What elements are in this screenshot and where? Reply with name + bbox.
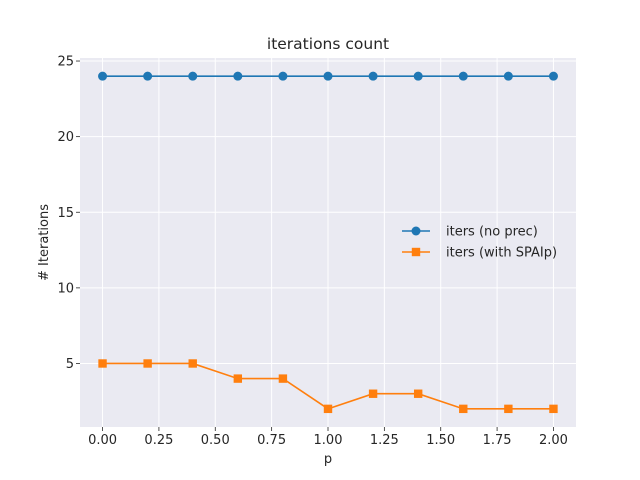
data-point [549, 404, 558, 414]
data-point [278, 71, 288, 81]
data-point [413, 71, 423, 81]
legend: iters (no prec) iters (with SPAIp) [402, 225, 557, 261]
data-point [368, 71, 378, 81]
series-layer [98, 71, 558, 414]
x-tick-label: 2.00 [539, 433, 568, 448]
legend-label: iters (with SPAIp) [446, 246, 557, 261]
series-no-prec [98, 71, 558, 81]
grid [80, 58, 576, 427]
data-point [323, 71, 333, 81]
x-tick-label: 0.75 [257, 433, 286, 448]
data-point [188, 71, 198, 81]
data-point [98, 359, 107, 368]
x-tick-label: 1.75 [483, 433, 512, 448]
data-point [188, 359, 197, 368]
x-axis-label: p [324, 452, 332, 467]
x-tick-label: 0.50 [201, 433, 230, 448]
x-tick-label: 1.50 [426, 433, 455, 448]
legend-marker [411, 226, 421, 236]
y-tick-label: 5 [66, 357, 74, 372]
data-point [504, 404, 513, 414]
data-point [503, 71, 513, 81]
data-point [98, 71, 108, 81]
y-tick-label: 25 [57, 55, 74, 70]
x-tick-label: 1.00 [314, 433, 343, 448]
data-point [458, 71, 468, 81]
data-point [368, 389, 378, 398]
data-point [233, 374, 243, 383]
y-axis-ticks: 5 10 15 20 25 [57, 55, 80, 372]
data-point [413, 389, 423, 398]
legend-marker [411, 247, 421, 257]
data-point [143, 359, 152, 368]
data-point [323, 404, 333, 414]
legend-label: iters (no prec) [446, 225, 538, 240]
data-point [278, 374, 288, 383]
legend-entry: iters (no prec) [402, 225, 538, 240]
y-tick-label: 15 [57, 206, 74, 221]
series-with-spaip [98, 359, 558, 414]
x-axis-ticks: 0.00 0.25 0.50 0.75 1.00 1.25 1.50 1.75 2.00 [88, 427, 568, 448]
x-tick-label: 1.25 [370, 433, 399, 448]
data-point [459, 404, 468, 414]
x-tick-label: 0.25 [144, 433, 173, 448]
y-tick-label: 20 [57, 130, 74, 145]
y-axis-label: # Iterations [37, 204, 52, 281]
data-point [143, 71, 153, 81]
x-tick-label: 0.00 [88, 433, 117, 448]
y-tick-label: 10 [57, 281, 74, 296]
data-point [548, 71, 558, 81]
chart-title: iterations count [267, 35, 389, 53]
legend-entry: iters (with SPAIp) [402, 246, 557, 261]
data-point [233, 71, 243, 81]
